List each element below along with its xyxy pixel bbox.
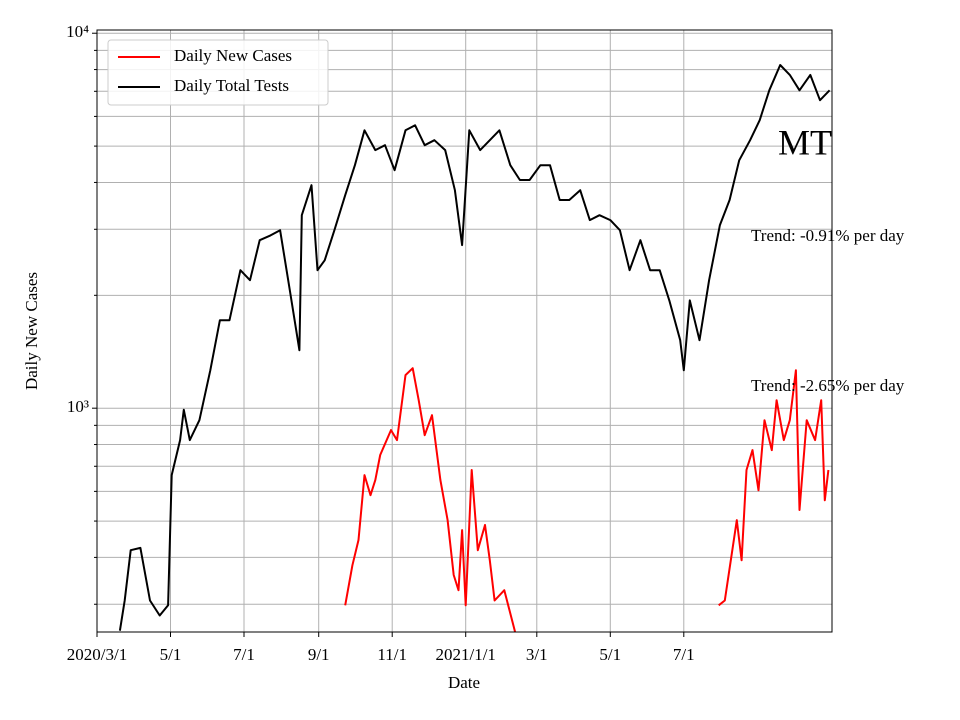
data-line — [344, 367, 830, 632]
annotation: MT — [778, 122, 832, 162]
x-tick-label: 5/1 — [160, 645, 182, 664]
y-tick-label: 10⁴ — [66, 22, 89, 41]
legend: Daily New Cases Daily Total Tests — [107, 39, 329, 106]
x-tick-label: 11/1 — [377, 645, 407, 664]
labels: 2020/3/1 5/1 7/1 9/1 11/1 2021/1/1 3/1 5/1 7/1 10… — [66, 22, 905, 664]
legend-box — [107, 39, 329, 106]
x-tick-label: 2021/1/1 — [435, 645, 495, 664]
axes-frame — [96, 29, 833, 633]
x-tick-label: 9/1 — [308, 645, 330, 664]
x-tick-label: 2020/3/1 — [67, 645, 127, 664]
x-tick-label: 7/1 — [673, 645, 695, 664]
x-tick-label: 3/1 — [526, 645, 548, 664]
x-axis-label: Date — [448, 673, 480, 692]
annotation: Trend: -0.91% per day — [751, 226, 905, 245]
legend-label: Daily New Cases — [174, 46, 292, 65]
x-tick-label: 5/1 — [599, 645, 621, 664]
grid — [96, 30, 832, 632]
data-line — [118, 64, 831, 631]
y-axis-label: Daily New Cases — [22, 272, 41, 390]
annotation: Trend: -2.65% per day — [751, 376, 905, 395]
legend-label: Daily Total Tests — [174, 76, 289, 95]
plot-area — [118, 64, 831, 632]
y-tick-label: 10³ — [67, 397, 89, 416]
x-tick-label: 7/1 — [233, 645, 255, 664]
